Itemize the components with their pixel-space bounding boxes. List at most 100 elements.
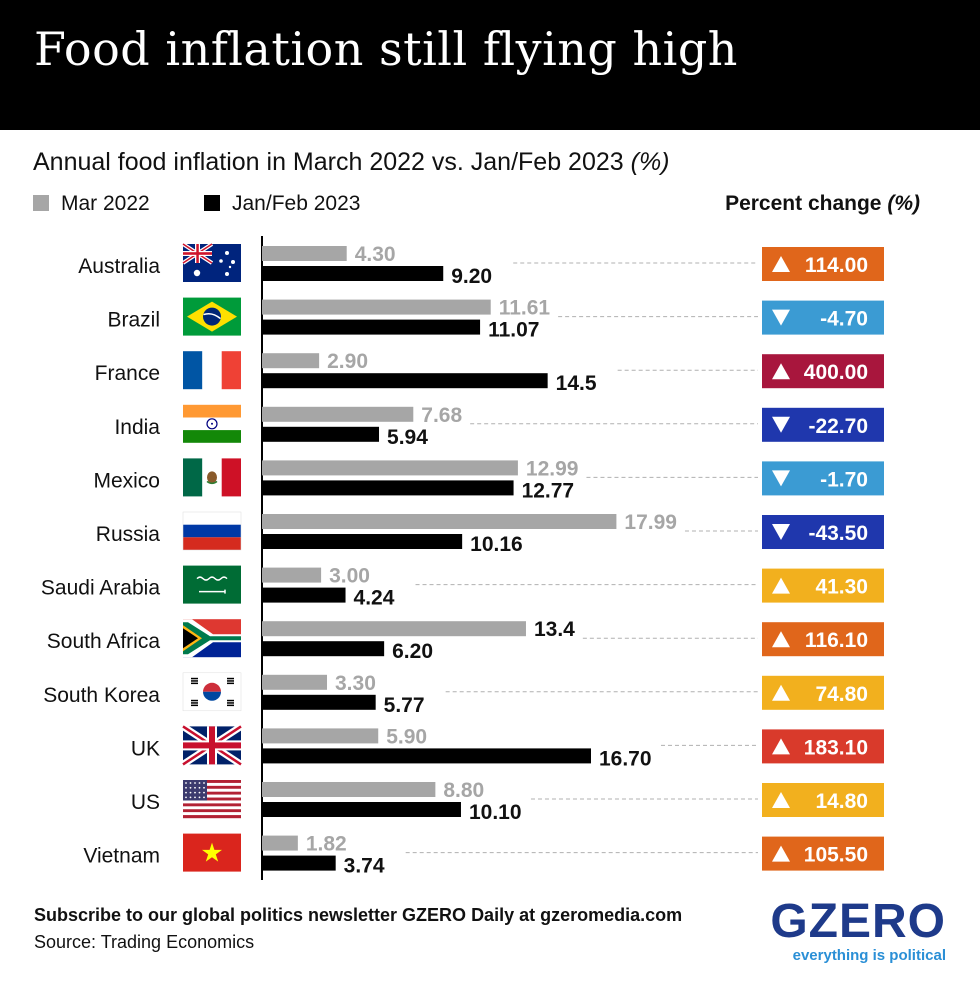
- value-label-janfeb-2023: 10.16: [470, 533, 523, 556]
- bar-mar-2022: [262, 514, 617, 529]
- flag-trigram: [191, 682, 198, 685]
- bar-janfeb-2023: [262, 426, 380, 442]
- flag-star: [198, 796, 201, 799]
- flag-green-y: [183, 622, 241, 655]
- flag-white: [183, 512, 241, 525]
- flag-trigram: [227, 699, 234, 702]
- country-label: Russia: [96, 523, 161, 546]
- flag-star: [193, 269, 201, 277]
- bar-mar-2022: [262, 621, 526, 637]
- bar-mar-2022: [262, 728, 379, 744]
- bar-janfeb-2023: [262, 694, 376, 710]
- flag-star: [203, 796, 205, 799]
- gzero-logo: GZERO everything is political: [770, 897, 946, 965]
- india-flag-icon: [183, 404, 241, 443]
- flag-blue: [183, 524, 241, 538]
- percent-change-value: 74.80: [815, 683, 868, 706]
- flag-trigram: [191, 677, 198, 680]
- arrow-up-icon: [772, 363, 790, 380]
- bar-janfeb-2023: [262, 266, 444, 281]
- country-label: South Korea: [43, 684, 160, 707]
- value-label-mar-2022: 8.80: [443, 779, 484, 802]
- country-label: France: [95, 362, 160, 385]
- flag-taeguk-red: [203, 682, 221, 692]
- chart-row: UK 5.90 16.70 183.10: [131, 723, 884, 770]
- flag-star: [198, 782, 201, 784]
- percent-change-value: 400.00: [804, 361, 868, 384]
- arrow-down-icon: [772, 309, 790, 326]
- value-label-mar-2022: 1.82: [306, 833, 347, 856]
- country-label: UK: [131, 737, 160, 760]
- flag-stripe: [183, 806, 241, 810]
- percent-change-value: 14.80: [815, 790, 868, 813]
- flag-script: [196, 576, 228, 581]
- flag-taeguk-blue: [203, 691, 221, 701]
- bar-mar-2022: [262, 835, 298, 851]
- flag-black: [183, 628, 198, 649]
- logo-tagline: everything is political: [792, 947, 946, 964]
- flag-star: [231, 260, 235, 264]
- flag-trigram: [191, 704, 198, 707]
- flag-stripe: [183, 791, 241, 795]
- flag-cross-h-red: [183, 742, 241, 749]
- bar-mar-2022: [262, 674, 328, 690]
- bar-mar-2022: [262, 299, 491, 315]
- arrow-down-icon: [772, 416, 790, 433]
- flag-red: [183, 537, 241, 550]
- flag-star: [194, 791, 196, 794]
- chart-row: South Korea 3.30 5.77 74.80: [43, 672, 884, 717]
- percent-change-value: -4.70: [820, 308, 868, 331]
- country-label: US: [131, 791, 160, 814]
- country-label: Mexico: [93, 469, 160, 492]
- flag-star: [228, 265, 232, 269]
- flag-star: [219, 259, 223, 263]
- russia-flag-icon: [182, 511, 242, 551]
- percent-change-label: Percent change: [725, 192, 882, 215]
- flag-white: [202, 351, 222, 390]
- country-label: Australia: [78, 255, 160, 278]
- legend-label-mar-2022: Mar 2022: [61, 192, 150, 215]
- france-flag-icon: [183, 351, 241, 390]
- legend-item-mar-2022: Mar 2022: [33, 192, 150, 216]
- chart-row: France 2.90 14.5 400.00: [95, 350, 884, 395]
- flag-star: [202, 842, 222, 862]
- flag-green: [183, 458, 203, 497]
- legend-swatch-gray: [33, 195, 49, 211]
- flag-stripe: [183, 800, 241, 804]
- flag-star: [198, 786, 201, 789]
- flag-trigram: [227, 702, 234, 704]
- flag-chakra: [206, 418, 218, 430]
- header-banner: Food inflation still flying high: [0, 0, 980, 130]
- bar-mar-2022: [262, 246, 347, 261]
- bar-janfeb-2023: [262, 480, 514, 496]
- percent-change-value: 41.30: [815, 576, 868, 599]
- value-label-mar-2022: 3.00: [329, 565, 370, 588]
- value-label-janfeb-2023: 12.77: [522, 479, 575, 502]
- logo-name: GZERO: [770, 895, 946, 948]
- australia-flag-icon: [181, 242, 241, 282]
- mexico-flag-icon: [183, 458, 241, 497]
- country-label: Saudi Arabia: [41, 577, 160, 600]
- value-label-janfeb-2023: 11.07: [488, 319, 539, 342]
- uk-flag-icon: [181, 723, 243, 768]
- arrow-up-icon: [772, 256, 790, 272]
- flag-stripe: [183, 794, 241, 798]
- bar-janfeb-2023: [262, 855, 336, 871]
- value-label-mar-2022: 4.30: [355, 243, 396, 266]
- flag-star: [225, 272, 229, 276]
- flag-trigram: [227, 680, 234, 682]
- value-label-mar-2022: 12.99: [526, 457, 579, 480]
- arrow-up-icon: [772, 738, 790, 755]
- flag-star: [203, 786, 205, 789]
- arrow-up-icon: [772, 631, 790, 648]
- value-label-mar-2022: 2.90: [327, 350, 368, 373]
- flag-globe: [203, 307, 221, 326]
- us-flag-icon: [183, 780, 241, 819]
- flag-star: [203, 782, 205, 784]
- bar-janfeb-2023: [262, 641, 385, 657]
- arrow-down-icon: [772, 524, 790, 540]
- flag-field: [183, 565, 241, 604]
- percent-change-value: 116.10: [805, 629, 868, 652]
